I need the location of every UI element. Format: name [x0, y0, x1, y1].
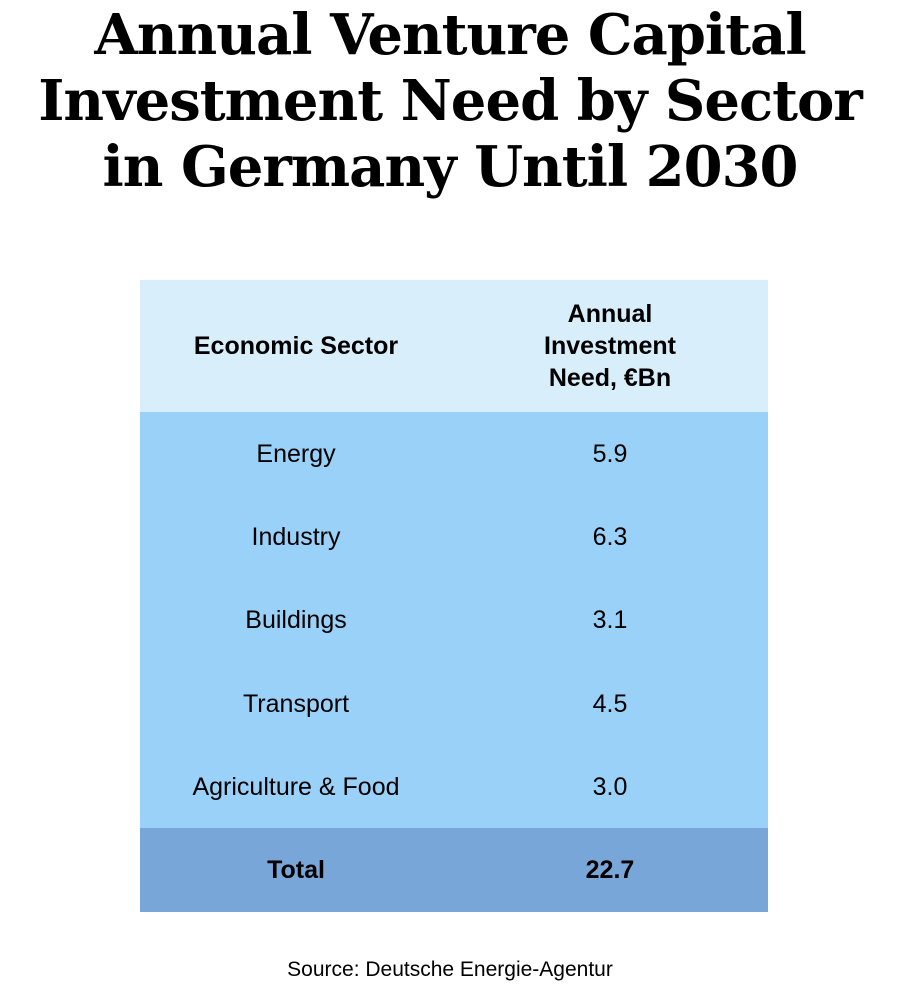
table-header: Economic Sector Annual Investment Need, …	[140, 280, 768, 412]
sector-cell: Buildings	[245, 606, 347, 635]
table-row: Industry 6.3	[140, 495, 768, 579]
table-row: Transport 4.5	[140, 661, 768, 746]
value-cell: 3.0	[592, 772, 628, 801]
total-label: Total	[267, 856, 325, 885]
chart-title: Annual Venture Capital Investment Need b…	[38, 2, 863, 200]
table-row: Energy 5.9	[140, 412, 768, 496]
column-header-sector: Economic Sector	[193, 332, 399, 360]
table-row: Agriculture & Food 3.0	[140, 745, 768, 829]
sector-cell: Industry	[251, 522, 341, 551]
value-cell: 6.3	[592, 522, 628, 551]
value-cell: 4.5	[592, 689, 628, 718]
sector-cell: Agriculture & Food	[192, 772, 400, 801]
value-cell: 5.9	[592, 439, 628, 468]
total-row: Total 22.7	[140, 828, 768, 913]
investment-table: Economic Sector Annual Investment Need, …	[140, 280, 768, 913]
sector-cell: Transport	[242, 689, 350, 718]
table-row: Buildings 3.1	[140, 578, 768, 662]
source-note: Source: Deutsche Energie-Agentur	[287, 958, 613, 981]
total-value: 22.7	[585, 856, 635, 885]
sector-cell: Energy	[256, 439, 336, 468]
value-cell: 3.1	[592, 606, 628, 635]
column-header-value: Annual Investment Need, €Bn	[544, 300, 676, 392]
